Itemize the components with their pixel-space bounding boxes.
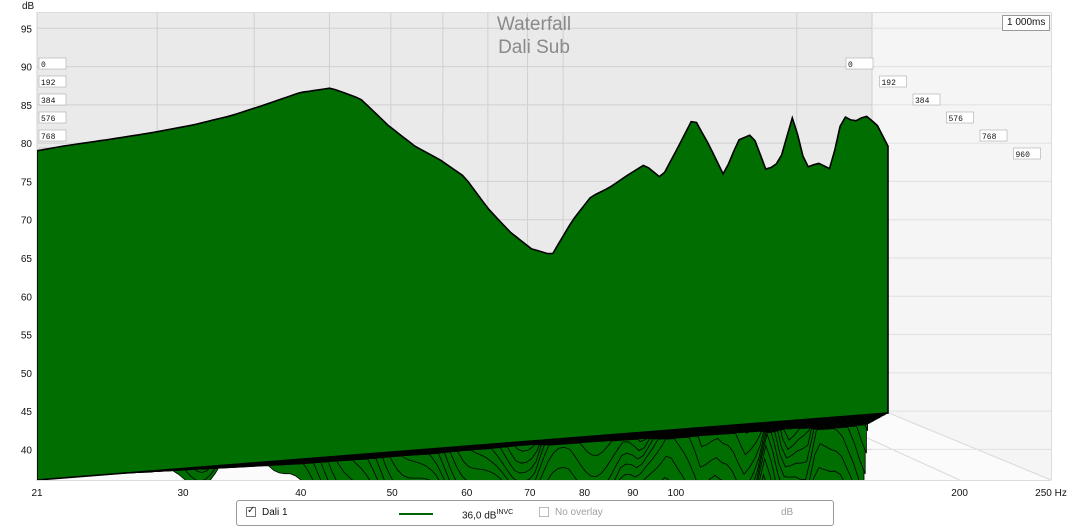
time-slice-label: 576: [949, 115, 964, 124]
time-slice-label: 192: [882, 79, 897, 88]
y-tick-label: 85: [21, 101, 33, 112]
waterfall-plot: 95 90 85 80 75 70 65 60 55 50 45 40 dB 21 30 40 50 60 70 80…: [21, 1, 1067, 499]
y-tick-label: 90: [21, 63, 33, 74]
overlay-label: No overlay: [555, 507, 603, 518]
x-tick-label: 50: [387, 488, 399, 499]
y-tick-label: 40: [21, 445, 33, 456]
time-slice-label: 384: [915, 97, 930, 106]
chart-title: Waterfall: [496, 14, 572, 35]
time-slice-box: [879, 75, 907, 88]
time-slice-box: [845, 57, 874, 70]
chart-subtitle: Dali Sub: [498, 37, 570, 58]
time-slice-label: 0: [848, 61, 853, 70]
smoothing-value: 36,0 dBINVC: [462, 509, 514, 522]
waterfall-slices: [37, 87, 889, 480]
time-slice-label: 192: [41, 79, 56, 88]
time-slice-label: 0: [41, 61, 46, 70]
time-slice-box: [38, 93, 67, 106]
unit-label: dB: [781, 507, 794, 518]
x-tick-label: 80: [579, 488, 591, 499]
y-tick-label: 75: [21, 177, 33, 188]
y-tick-label: 60: [21, 292, 33, 303]
time-slice-label: 576: [41, 115, 56, 124]
time-slice-label: 960: [1016, 151, 1031, 160]
x-tick-label: 60: [461, 488, 473, 499]
x-tick-label: 100: [668, 488, 685, 499]
floor-gridline: [871, 405, 1052, 481]
x-tick-label: 90: [627, 488, 639, 499]
y-axis-label: dB: [22, 1, 35, 12]
series-swatch: [399, 513, 433, 515]
x-tick-label: 30: [177, 488, 189, 499]
x-tick-label: 21: [31, 488, 43, 499]
x-tick-label: 250 Hz: [1035, 488, 1067, 499]
series-checkbox[interactable]: [246, 505, 256, 517]
y-tick-label: 55: [21, 331, 33, 342]
time-slice-box: [38, 129, 67, 142]
x-tick-label: 200: [951, 488, 968, 499]
time-span-label: 1 000ms: [1002, 15, 1051, 31]
series-name: Dali 1: [262, 507, 288, 518]
time-slice-box: [38, 57, 67, 70]
time-slice-label: 384: [41, 97, 56, 106]
time-slice-box: [38, 111, 67, 124]
overlay-checkbox[interactable]: [539, 507, 549, 517]
y-tick-label: 70: [21, 216, 33, 227]
time-slice-label: 768: [41, 133, 56, 142]
y-tick-label: 50: [21, 369, 33, 380]
y-tick-label: 65: [21, 254, 33, 265]
y-tick-label: 95: [21, 24, 33, 35]
time-slice-label: 768: [982, 133, 997, 142]
legend-bar: Dali 1 36,0 dBINVC No overlay dB: [236, 500, 834, 526]
x-tick-label: 40: [295, 488, 307, 499]
time-slice-box: [912, 93, 941, 106]
time-slice-box: [979, 129, 1008, 142]
time-slice-box: [946, 111, 974, 124]
y-tick-label: 80: [21, 139, 33, 150]
time-slice-box: [1013, 147, 1041, 160]
x-tick-label: 70: [524, 488, 536, 499]
time-slice-box: [38, 75, 67, 88]
y-tick-label: 45: [21, 407, 33, 418]
waterfall-slice: [37, 87, 889, 480]
